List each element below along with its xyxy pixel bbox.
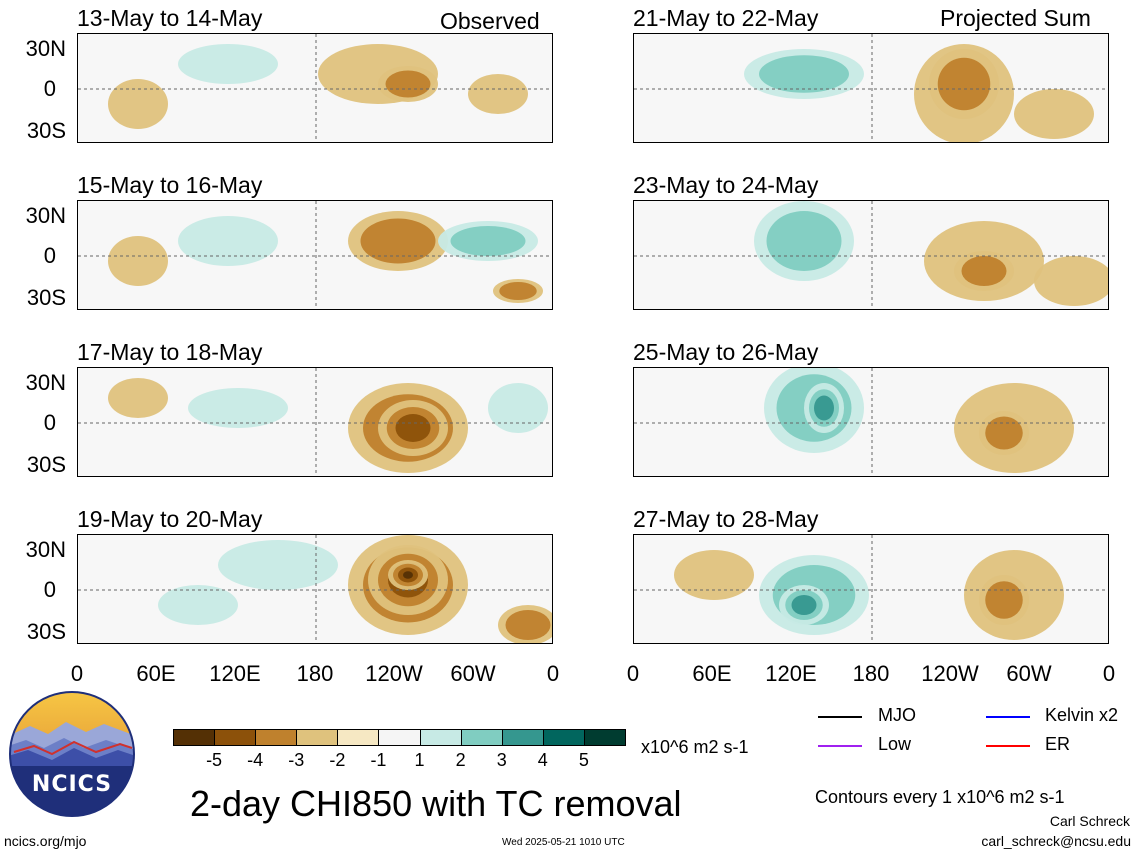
map-panel-2 [77,200,553,310]
colorbar-swatch [256,729,298,746]
colorbar-tick-label: -4 [247,750,264,770]
lat-label-0: 0 [43,410,56,435]
author-name: Carl Schreck [1049,813,1130,829]
lon-label: 0 [626,661,640,686]
lon-label: 0 [1102,661,1116,686]
projected-sum-label: Projected Sum [940,5,1091,31]
panel-title: 25-May to 26-May [633,339,819,365]
legend-line-low [818,745,862,747]
lon-label: 120E [765,661,817,686]
colorbar-swatch [584,729,626,746]
lon-label: 60W [450,661,496,686]
panel-title: 21-May to 22-May [633,5,819,31]
map-panel-8 [633,534,1109,644]
lat-label-0: 0 [43,577,56,602]
map-panel-5 [633,33,1109,143]
lat-label-30n: 30N [25,370,66,395]
colorbar-tick-label: -5 [206,750,223,770]
lat-label-30n: 30N [25,537,66,562]
ncics-logo: NCICS [8,690,136,818]
colorbar-tick-label: 2 [455,750,466,770]
lat-label-30s: 30S [26,452,66,477]
panel-title: 13-May to 14-May [77,5,263,31]
lon-label: 180 [296,661,334,686]
footer-link[interactable]: ncics.org/mjo [4,833,87,849]
colorbar-swatch [338,729,380,746]
colorbar-tick-label: 4 [537,750,548,770]
lat-label-30n: 30N [25,36,66,61]
logo-text: NCICS [31,772,113,797]
lat-label-30n: 30N [25,203,66,228]
lat-label-0: 0 [43,243,56,268]
lat-label-30s: 30S [26,619,66,644]
colorbar [173,729,626,746]
colorbar-swatch [502,729,544,746]
panel-title: 15-May to 16-May [77,172,263,198]
colorbar-swatch [420,729,462,746]
legend-line-er [986,745,1030,747]
colorbar-tick-label: 5 [578,750,589,770]
colorbar-swatch [543,729,585,746]
lat-label-30s: 30S [26,285,66,310]
legend-line-kelvin [986,716,1030,718]
footer-timestamp: Wed 2025-05-21 1010 UTC [502,837,625,848]
map-panel-4 [77,534,553,644]
lon-label: 0 [70,661,84,686]
colorbar-swatch [215,729,257,746]
colorbar-swatch [174,729,216,746]
map-panel-6 [633,200,1109,310]
panel-title: 17-May to 18-May [77,339,263,365]
lon-label: 120E [209,661,261,686]
lon-label: 120W [921,661,979,686]
footer-email[interactable]: carl_schreck@ncsu.edu [981,833,1131,849]
lon-label: 120W [365,661,423,686]
lon-label: 180 [852,661,890,686]
panel-title: 19-May to 20-May [77,506,263,532]
panel-title: 27-May to 28-May [633,506,819,532]
colorbar-tick-label: -1 [370,750,387,770]
legend-label-kelvin: Kelvin x2 [1045,705,1119,725]
colorbar-swatch [379,729,421,746]
panel-title: 23-May to 24-May [633,172,819,198]
lon-label: 0 [546,661,560,686]
lat-label-0: 0 [43,76,56,101]
colorbar-swatch [297,729,339,746]
map-panel-3 [77,367,553,477]
lon-label: 60W [1006,661,1052,686]
legend-label-mjo: MJO [878,705,916,725]
contour-note: Contours every 1 x10^6 m2 s-1 [815,787,1065,807]
colorbar-swatch [461,729,503,746]
map-panel-7 [633,367,1109,477]
map-panel-1 [77,33,553,143]
colorbar-tick-label: -3 [288,750,305,770]
lon-label: 60E [692,661,732,686]
colorbar-tick-label: 3 [496,750,507,770]
colorbar-tick-label: -2 [329,750,346,770]
observed-label: Observed [440,8,540,34]
lon-label: 60E [136,661,176,686]
legend-label-low: Low [878,734,912,754]
colorbar-units: x10^6 m2 s-1 [641,737,749,757]
legend-line-mjo [818,716,862,718]
colorbar-tick-label: 1 [414,750,425,770]
legend-label-er: ER [1045,734,1071,754]
lat-label-30s: 30S [26,118,66,143]
main-title: 2-day CHI850 with TC removal [190,783,682,824]
